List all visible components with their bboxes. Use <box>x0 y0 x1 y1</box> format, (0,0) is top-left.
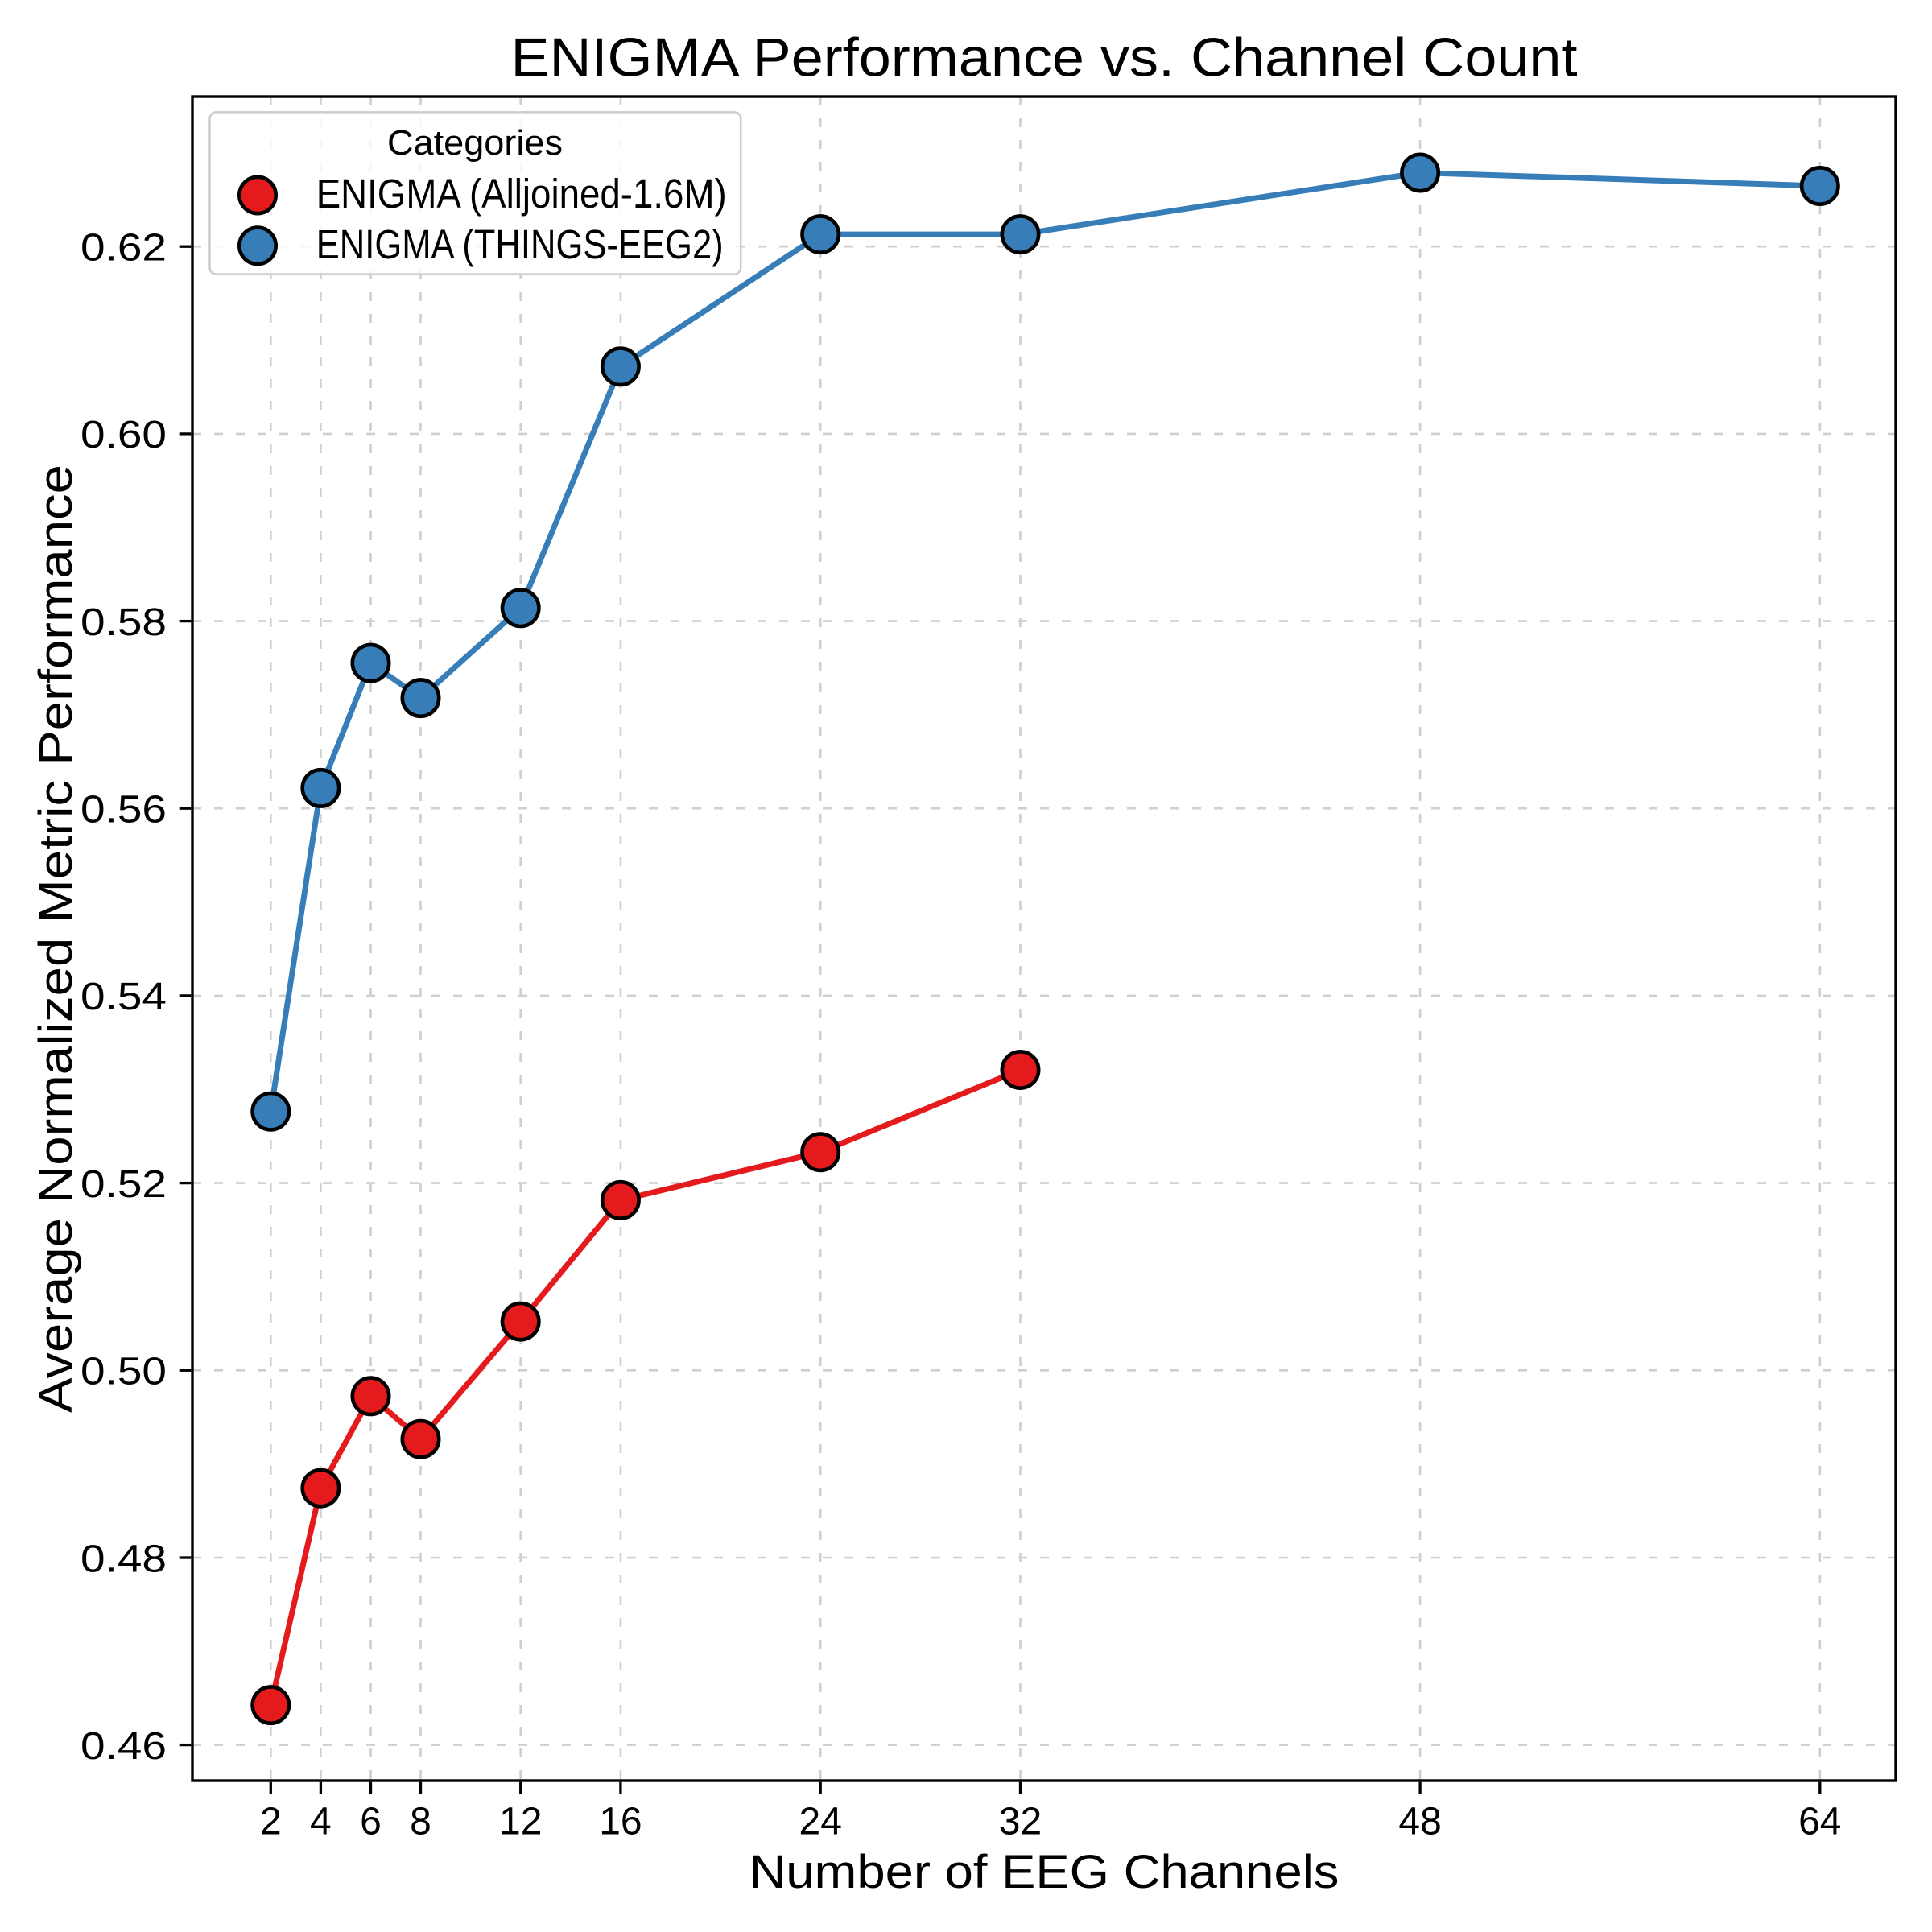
svg-text:32: 32 <box>999 1800 1042 1843</box>
svg-text:64: 64 <box>1798 1800 1841 1843</box>
svg-text:0.54: 0.54 <box>80 976 167 1018</box>
svg-text:0.58: 0.58 <box>80 601 167 644</box>
svg-text:Number of EEG Channels: Number of EEG Channels <box>749 1846 1340 1898</box>
svg-text:Categories: Categories <box>387 124 563 163</box>
svg-text:4: 4 <box>310 1800 332 1843</box>
svg-text:0.50: 0.50 <box>80 1351 167 1393</box>
svg-text:2: 2 <box>260 1800 282 1843</box>
svg-text:12: 12 <box>499 1800 542 1843</box>
svg-text:ENIGMA Performance vs. Channel: ENIGMA Performance vs. Channel Count <box>511 28 1578 89</box>
svg-text:0.52: 0.52 <box>80 1163 167 1206</box>
svg-text:8: 8 <box>410 1800 431 1843</box>
svg-text:0.60: 0.60 <box>80 414 167 456</box>
svg-text:0.46: 0.46 <box>80 1725 167 1768</box>
svg-text:0.48: 0.48 <box>80 1538 167 1580</box>
svg-text:0.62: 0.62 <box>80 227 167 270</box>
svg-text:16: 16 <box>599 1800 642 1843</box>
svg-text:Average Normalized Metric Perf: Average Normalized Metric Performance <box>30 464 82 1413</box>
svg-text:24: 24 <box>799 1800 842 1843</box>
svg-text:ENIGMA (Alljoined-1.6M): ENIGMA (Alljoined-1.6M) <box>316 171 727 217</box>
svg-text:ENIGMA (THINGS-EEG2): ENIGMA (THINGS-EEG2) <box>316 221 724 267</box>
svg-text:48: 48 <box>1398 1800 1441 1843</box>
svg-text:6: 6 <box>360 1800 382 1843</box>
svg-text:0.56: 0.56 <box>80 789 167 832</box>
